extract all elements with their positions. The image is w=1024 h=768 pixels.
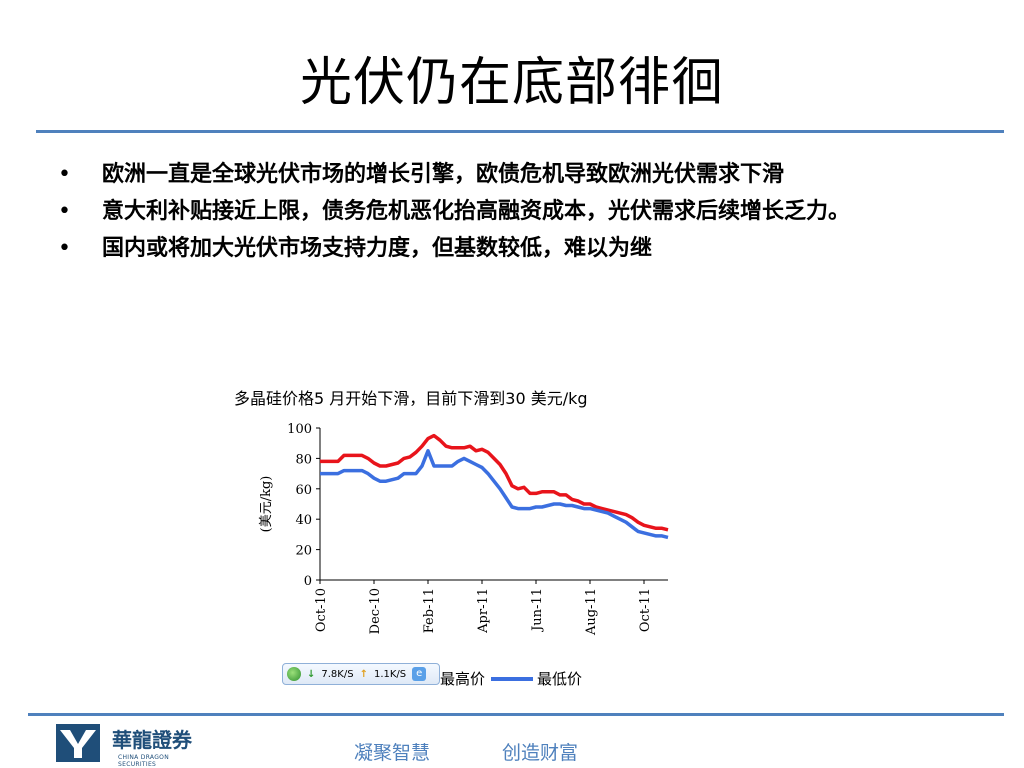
x-tick-label: Feb-11	[422, 588, 437, 633]
title-divider	[36, 130, 1004, 133]
browser-icon[interactable]: e	[412, 667, 427, 681]
y-axis-label: (美元/kg)	[259, 476, 274, 533]
legend-swatch-low	[491, 676, 534, 681]
chart-legend: 最高价 最低价	[440, 668, 582, 689]
series-line-high	[320, 433, 669, 532]
network-speed-widget[interactable]: ↓ 7.8K/S ↑ 1.1K/S e	[282, 663, 440, 685]
bullet-item: • 国内或将加大光伏市场支持力度，但基数较低，难以为继	[58, 234, 968, 263]
download-arrow-icon: ↓	[307, 668, 316, 680]
bullet-dot: •	[58, 162, 71, 187]
upload-speed: 1.1K/S	[373, 668, 407, 680]
y-tick-label: 40	[295, 513, 312, 528]
x-tick-label: Oct-10	[314, 588, 329, 632]
y-tick-label: 60	[295, 483, 312, 498]
x-tick-label: Jun-11	[530, 588, 545, 633]
x-tick-label: Dec-10	[368, 588, 383, 634]
y-tick-label: 20	[295, 544, 312, 559]
download-speed: 7.8K/S	[321, 668, 354, 680]
bullet-text: 国内或将加大光伏市场支持力度，但基数较低，难以为继	[102, 236, 653, 261]
bullet-dot: •	[58, 199, 71, 224]
upload-arrow-icon: ↑	[359, 668, 368, 680]
bullet-text: 欧洲一直是全球光伏市场的增长引擎，欧债危机导致欧洲光伏需求下滑	[102, 162, 785, 187]
price-line-chart: 0 20 40 60 80 100 (美元/kg) Oct-10 Dec-10 Feb-11 Apr…	[259, 422, 669, 636]
legend-label-high: 最高价	[440, 670, 486, 688]
bullet-text: 意大利补贴接近上限，债务危机恶化抬高融资成本，光伏需求后续增长乏力。	[102, 199, 851, 224]
y-tick-label: 100	[287, 422, 312, 437]
bullet-item: • 欧洲一直是全球光伏市场的增长引擎，欧债危机导致欧洲光伏需求下滑	[58, 160, 968, 189]
logo-chinese-text: 華龍證券	[112, 728, 192, 752]
logo-english-text: CHINA DRAGON SECURITIES	[118, 754, 169, 768]
bullet-dot: •	[58, 236, 71, 261]
company-logo: 華龍證券 CHINA DRAGON SECURITIES	[56, 724, 206, 768]
legend-label-low: 最低价	[537, 670, 583, 688]
x-tick-label: Oct-11	[638, 588, 653, 632]
bullet-list: • 欧洲一直是全球光伏市场的增长引擎，欧债危机导致欧洲光伏需求下滑 • 意大利补贴接…	[58, 160, 968, 271]
x-tick-label: Apr-11	[476, 588, 491, 634]
y-tick-label: 0	[304, 574, 312, 589]
globe-icon	[287, 667, 301, 681]
logo-mark-icon	[56, 724, 100, 762]
slogan-left: 凝聚智慧	[354, 742, 431, 764]
series-line-low	[320, 449, 669, 540]
chart-title: 多晶硅价格5 月开始下滑，目前下滑到30 美元/kg	[234, 389, 588, 408]
slide-title: 光伏仍在底部徘徊	[299, 53, 724, 113]
x-tick-label: Aug-11	[584, 588, 599, 636]
y-tick-label: 80	[295, 452, 312, 467]
footer-divider	[28, 713, 1004, 716]
bullet-item: • 意大利补贴接近上限，债务危机恶化抬高融资成本，光伏需求后续增长乏力。	[58, 197, 968, 226]
slogan-right: 创造财富	[502, 742, 579, 764]
